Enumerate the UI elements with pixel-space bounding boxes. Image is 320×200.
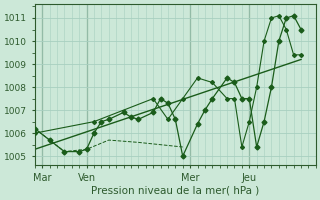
X-axis label: Pression niveau de la mer( hPa ): Pression niveau de la mer( hPa ) <box>91 186 260 196</box>
